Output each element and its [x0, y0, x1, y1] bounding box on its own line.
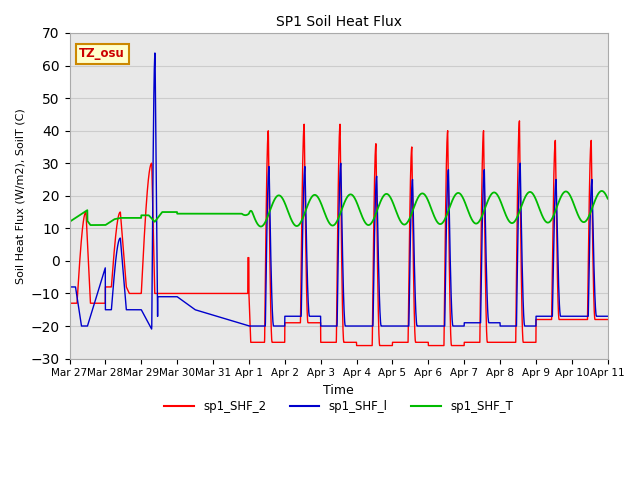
sp1_SHF_l — [66, 284, 74, 290]
sp1_SHF_T — [257, 224, 264, 229]
sp1_SHF_2 — [553, 242, 561, 248]
sp1_SHF_T — [598, 188, 605, 194]
sp1_SHF_2 — [604, 317, 611, 323]
sp1_SHF_l — [181, 300, 189, 305]
sp1_SHF_l — [392, 323, 399, 329]
Title: SP1 Soil Heat Flux: SP1 Soil Heat Flux — [276, 15, 402, 29]
sp1_SHF_l — [604, 313, 612, 319]
Legend: sp1_SHF_2, sp1_SHF_l, sp1_SHF_T: sp1_SHF_2, sp1_SHF_l, sp1_SHF_T — [159, 396, 518, 418]
sp1_SHF_2 — [604, 317, 612, 323]
sp1_SHF_2 — [391, 339, 399, 345]
sp1_SHF_2 — [516, 118, 524, 124]
sp1_SHF_T — [604, 196, 612, 202]
sp1_SHF_T — [216, 211, 223, 216]
sp1_SHF_T — [401, 222, 408, 228]
sp1_SHF_l — [216, 314, 224, 320]
sp1_SHF_l — [148, 326, 156, 332]
Line: sp1_SHF_l: sp1_SHF_l — [70, 53, 608, 329]
sp1_SHF_2 — [401, 339, 408, 345]
sp1_SHF_2 — [181, 290, 189, 296]
X-axis label: Time: Time — [323, 384, 354, 397]
sp1_SHF_l — [151, 50, 159, 56]
Text: TZ_osu: TZ_osu — [79, 48, 125, 60]
sp1_SHF_l — [401, 323, 408, 329]
sp1_SHF_T — [181, 211, 189, 216]
sp1_SHF_2 — [66, 300, 74, 306]
sp1_SHF_T — [66, 219, 74, 225]
sp1_SHF_l — [604, 313, 611, 319]
Line: sp1_SHF_2: sp1_SHF_2 — [70, 121, 608, 346]
sp1_SHF_2 — [216, 290, 223, 296]
sp1_SHF_T — [604, 195, 611, 201]
Line: sp1_SHF_T: sp1_SHF_T — [70, 191, 608, 227]
sp1_SHF_T — [553, 204, 561, 210]
Y-axis label: Soil Heat Flux (W/m2), SoilT (C): Soil Heat Flux (W/m2), SoilT (C) — [15, 108, 25, 284]
sp1_SHF_2 — [353, 343, 360, 348]
sp1_SHF_T — [391, 205, 399, 211]
sp1_SHF_l — [553, 211, 561, 217]
